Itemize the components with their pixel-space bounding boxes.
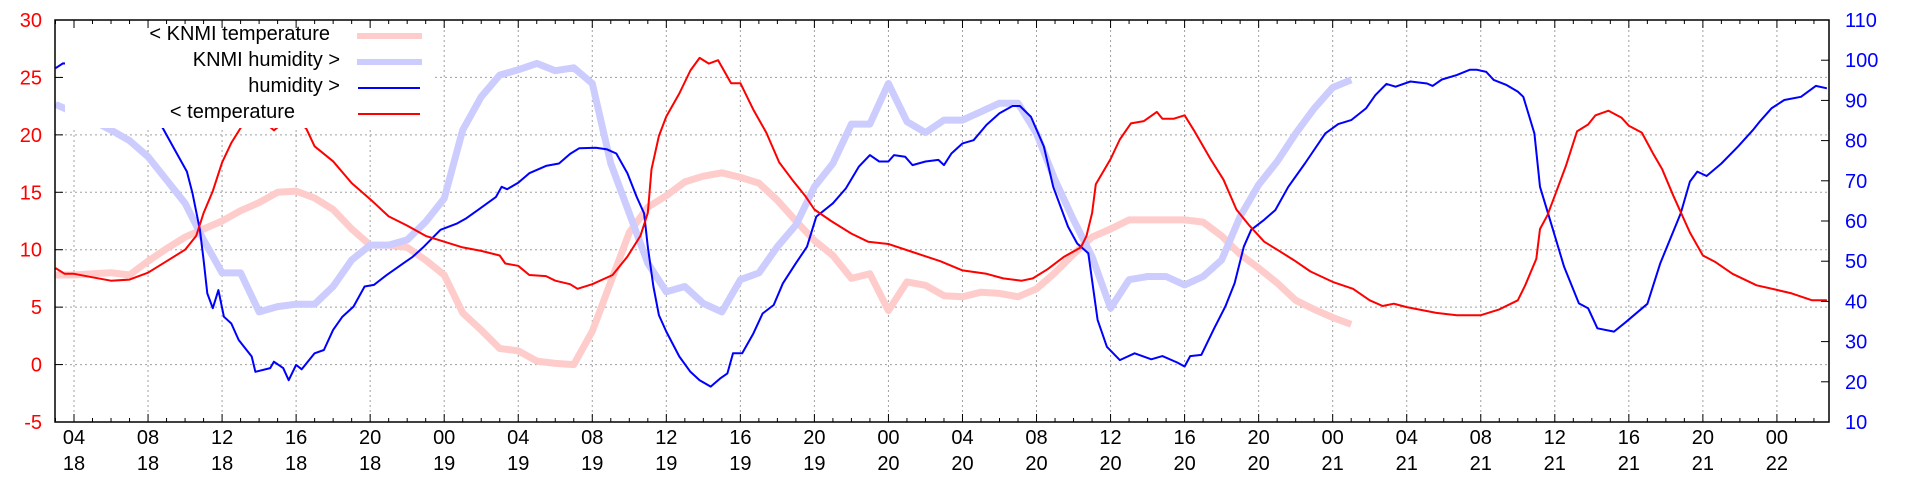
x-tick-label-day: 20: [1248, 453, 1270, 475]
x-tick-label-time: 04: [507, 427, 529, 449]
legend: < KNMI temperature KNMI humidity > humid…: [65, 21, 435, 128]
series-line-knmi-temperature: [55, 169, 1353, 369]
x-tick-label-day: 21: [1544, 453, 1566, 475]
x-tick-label-time: 08: [1470, 427, 1492, 449]
x-tick-label-time: 04: [1396, 427, 1418, 449]
x-tick-label-day: 19: [729, 453, 751, 475]
y-left-tick-label: 0: [31, 355, 42, 377]
x-tick-label-time: 04: [63, 427, 85, 449]
legend-label-knmi-humidity: KNMI humidity >: [193, 49, 340, 71]
x-tick-label-time: 16: [1618, 427, 1640, 449]
x-tick-label-day: 20: [1173, 453, 1195, 475]
x-tick-label-time: 00: [877, 427, 899, 449]
x-tick-label-time: 08: [581, 427, 603, 449]
x-tick-label-day: 21: [1322, 453, 1344, 475]
y-left-tick-label: -5: [24, 412, 42, 434]
x-tick-label-day: 19: [507, 453, 529, 475]
legend-label-knmi-temperature: < KNMI temperature: [149, 23, 330, 45]
x-tick-label-day: 21: [1618, 453, 1640, 475]
axes: 302520151050-511010090807060504030201004…: [20, 10, 1879, 475]
x-tick-label-time: 12: [1544, 427, 1566, 449]
x-tick-label-time: 16: [285, 427, 307, 449]
y-right-tick-label: 110: [1845, 10, 1877, 32]
y-left-tick-label: 5: [31, 297, 42, 319]
x-tick-label-day: 18: [137, 453, 159, 475]
x-tick-label-day: 20: [877, 453, 899, 475]
x-tick-label-day: 20: [1025, 453, 1047, 475]
x-tick-label-time: 20: [1692, 427, 1714, 449]
y-right-tick-label: 60: [1845, 211, 1867, 233]
y-right-tick-label: 30: [1845, 332, 1867, 354]
y-right-tick-label: 40: [1845, 291, 1867, 313]
x-tick-label-day: 21: [1396, 453, 1418, 475]
x-tick-label-time: 20: [1248, 427, 1270, 449]
legend-label-humidity: humidity >: [248, 75, 340, 97]
y-left-tick-label: 30: [20, 10, 42, 32]
x-tick-label-day: 18: [285, 453, 307, 475]
y-left-tick-label: 15: [20, 182, 42, 204]
x-tick-label-day: 20: [1099, 453, 1121, 475]
x-tick-label-time: 08: [137, 427, 159, 449]
y-right-tick-label: 20: [1845, 372, 1867, 394]
y-right-tick-label: 100: [1845, 50, 1878, 72]
y-right-tick-label: 50: [1845, 251, 1867, 273]
x-tick-label-day: 19: [581, 453, 603, 475]
y-right-tick-label: 80: [1845, 131, 1867, 153]
x-tick-label-day: 18: [63, 453, 85, 475]
x-tick-label-time: 16: [1173, 427, 1195, 449]
x-tick-label-time: 12: [211, 427, 233, 449]
x-tick-label-day: 18: [359, 453, 381, 475]
x-tick-label-day: 20: [951, 453, 973, 475]
series-line-humidity: [55, 62, 1828, 388]
series-line-temperature: [55, 56, 1827, 317]
x-tick-label-time: 20: [803, 427, 825, 449]
y-right-tick-label: 90: [1845, 90, 1867, 112]
x-tick-label-day: 19: [803, 453, 825, 475]
legend-label-temperature: < temperature: [170, 101, 295, 123]
x-tick-label-time: 08: [1025, 427, 1047, 449]
x-tick-label-day: 19: [655, 453, 677, 475]
x-tick-label-day: 22: [1766, 453, 1788, 475]
x-tick-label-day: 21: [1692, 453, 1714, 475]
x-tick-label-time: 00: [1322, 427, 1344, 449]
x-tick-label-time: 12: [1099, 427, 1121, 449]
x-tick-label-day: 21: [1470, 453, 1492, 475]
series-layer: [55, 56, 1828, 388]
x-tick-label-day: 19: [433, 453, 455, 475]
x-tick-label-time: 00: [433, 427, 455, 449]
y-left-tick-label: 20: [20, 125, 42, 147]
y-left-tick-label: 25: [20, 67, 42, 89]
y-right-tick-label: 10: [1845, 412, 1867, 434]
x-tick-label-time: 00: [1766, 427, 1788, 449]
x-tick-label-time: 04: [951, 427, 973, 449]
x-tick-label-time: 16: [729, 427, 751, 449]
series-line-knmi-humidity: [55, 59, 1353, 316]
y-right-tick-label: 70: [1845, 171, 1867, 193]
x-tick-label-time: 20: [359, 427, 381, 449]
x-tick-label-day: 18: [211, 453, 233, 475]
y-left-tick-label: 10: [20, 240, 42, 262]
x-tick-label-time: 12: [655, 427, 677, 449]
